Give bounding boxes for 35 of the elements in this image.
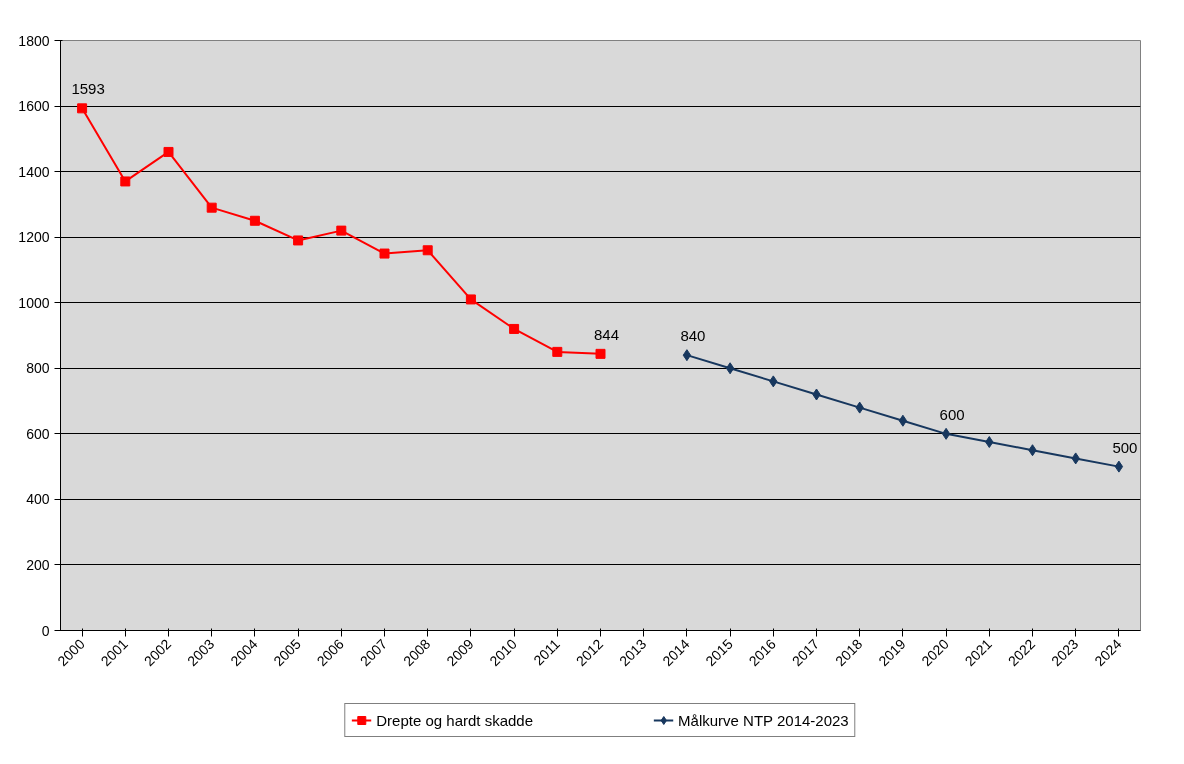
y-tick-label: 1000 xyxy=(18,294,50,311)
point xyxy=(465,294,476,305)
point xyxy=(379,248,390,259)
point xyxy=(77,103,88,114)
data-label: 1593 xyxy=(71,80,105,98)
y-tick-label: 400 xyxy=(26,491,50,508)
y-tick-label: 1800 xyxy=(18,32,50,49)
data-label: 840 xyxy=(680,327,706,345)
y-tick-label: 200 xyxy=(26,556,50,573)
point xyxy=(163,146,174,157)
y-tick-label: 1600 xyxy=(18,98,50,115)
data-label: 500 xyxy=(1112,438,1138,456)
y-tick-label: 1400 xyxy=(18,163,50,180)
point xyxy=(293,235,304,246)
point xyxy=(422,245,433,256)
point xyxy=(336,225,347,236)
point xyxy=(682,349,692,362)
point xyxy=(206,202,217,213)
point xyxy=(941,427,951,440)
data-label: 844 xyxy=(593,325,620,343)
legend-label: Drepte og hardt skadde xyxy=(376,711,534,729)
point xyxy=(509,323,520,334)
point xyxy=(595,348,606,359)
point xyxy=(552,346,563,357)
point xyxy=(725,362,735,375)
y-tick-label: 1200 xyxy=(18,229,50,246)
y-tick-label: 600 xyxy=(26,425,50,442)
data-label: 600 xyxy=(939,405,965,423)
y-tick-label: 0 xyxy=(41,622,50,639)
legend-label: Målkurve NTP 2014-2023 xyxy=(678,711,849,729)
point xyxy=(120,176,131,187)
point xyxy=(898,414,908,427)
y-tick-label: 800 xyxy=(26,360,50,377)
point xyxy=(1114,460,1124,473)
point xyxy=(249,215,260,226)
